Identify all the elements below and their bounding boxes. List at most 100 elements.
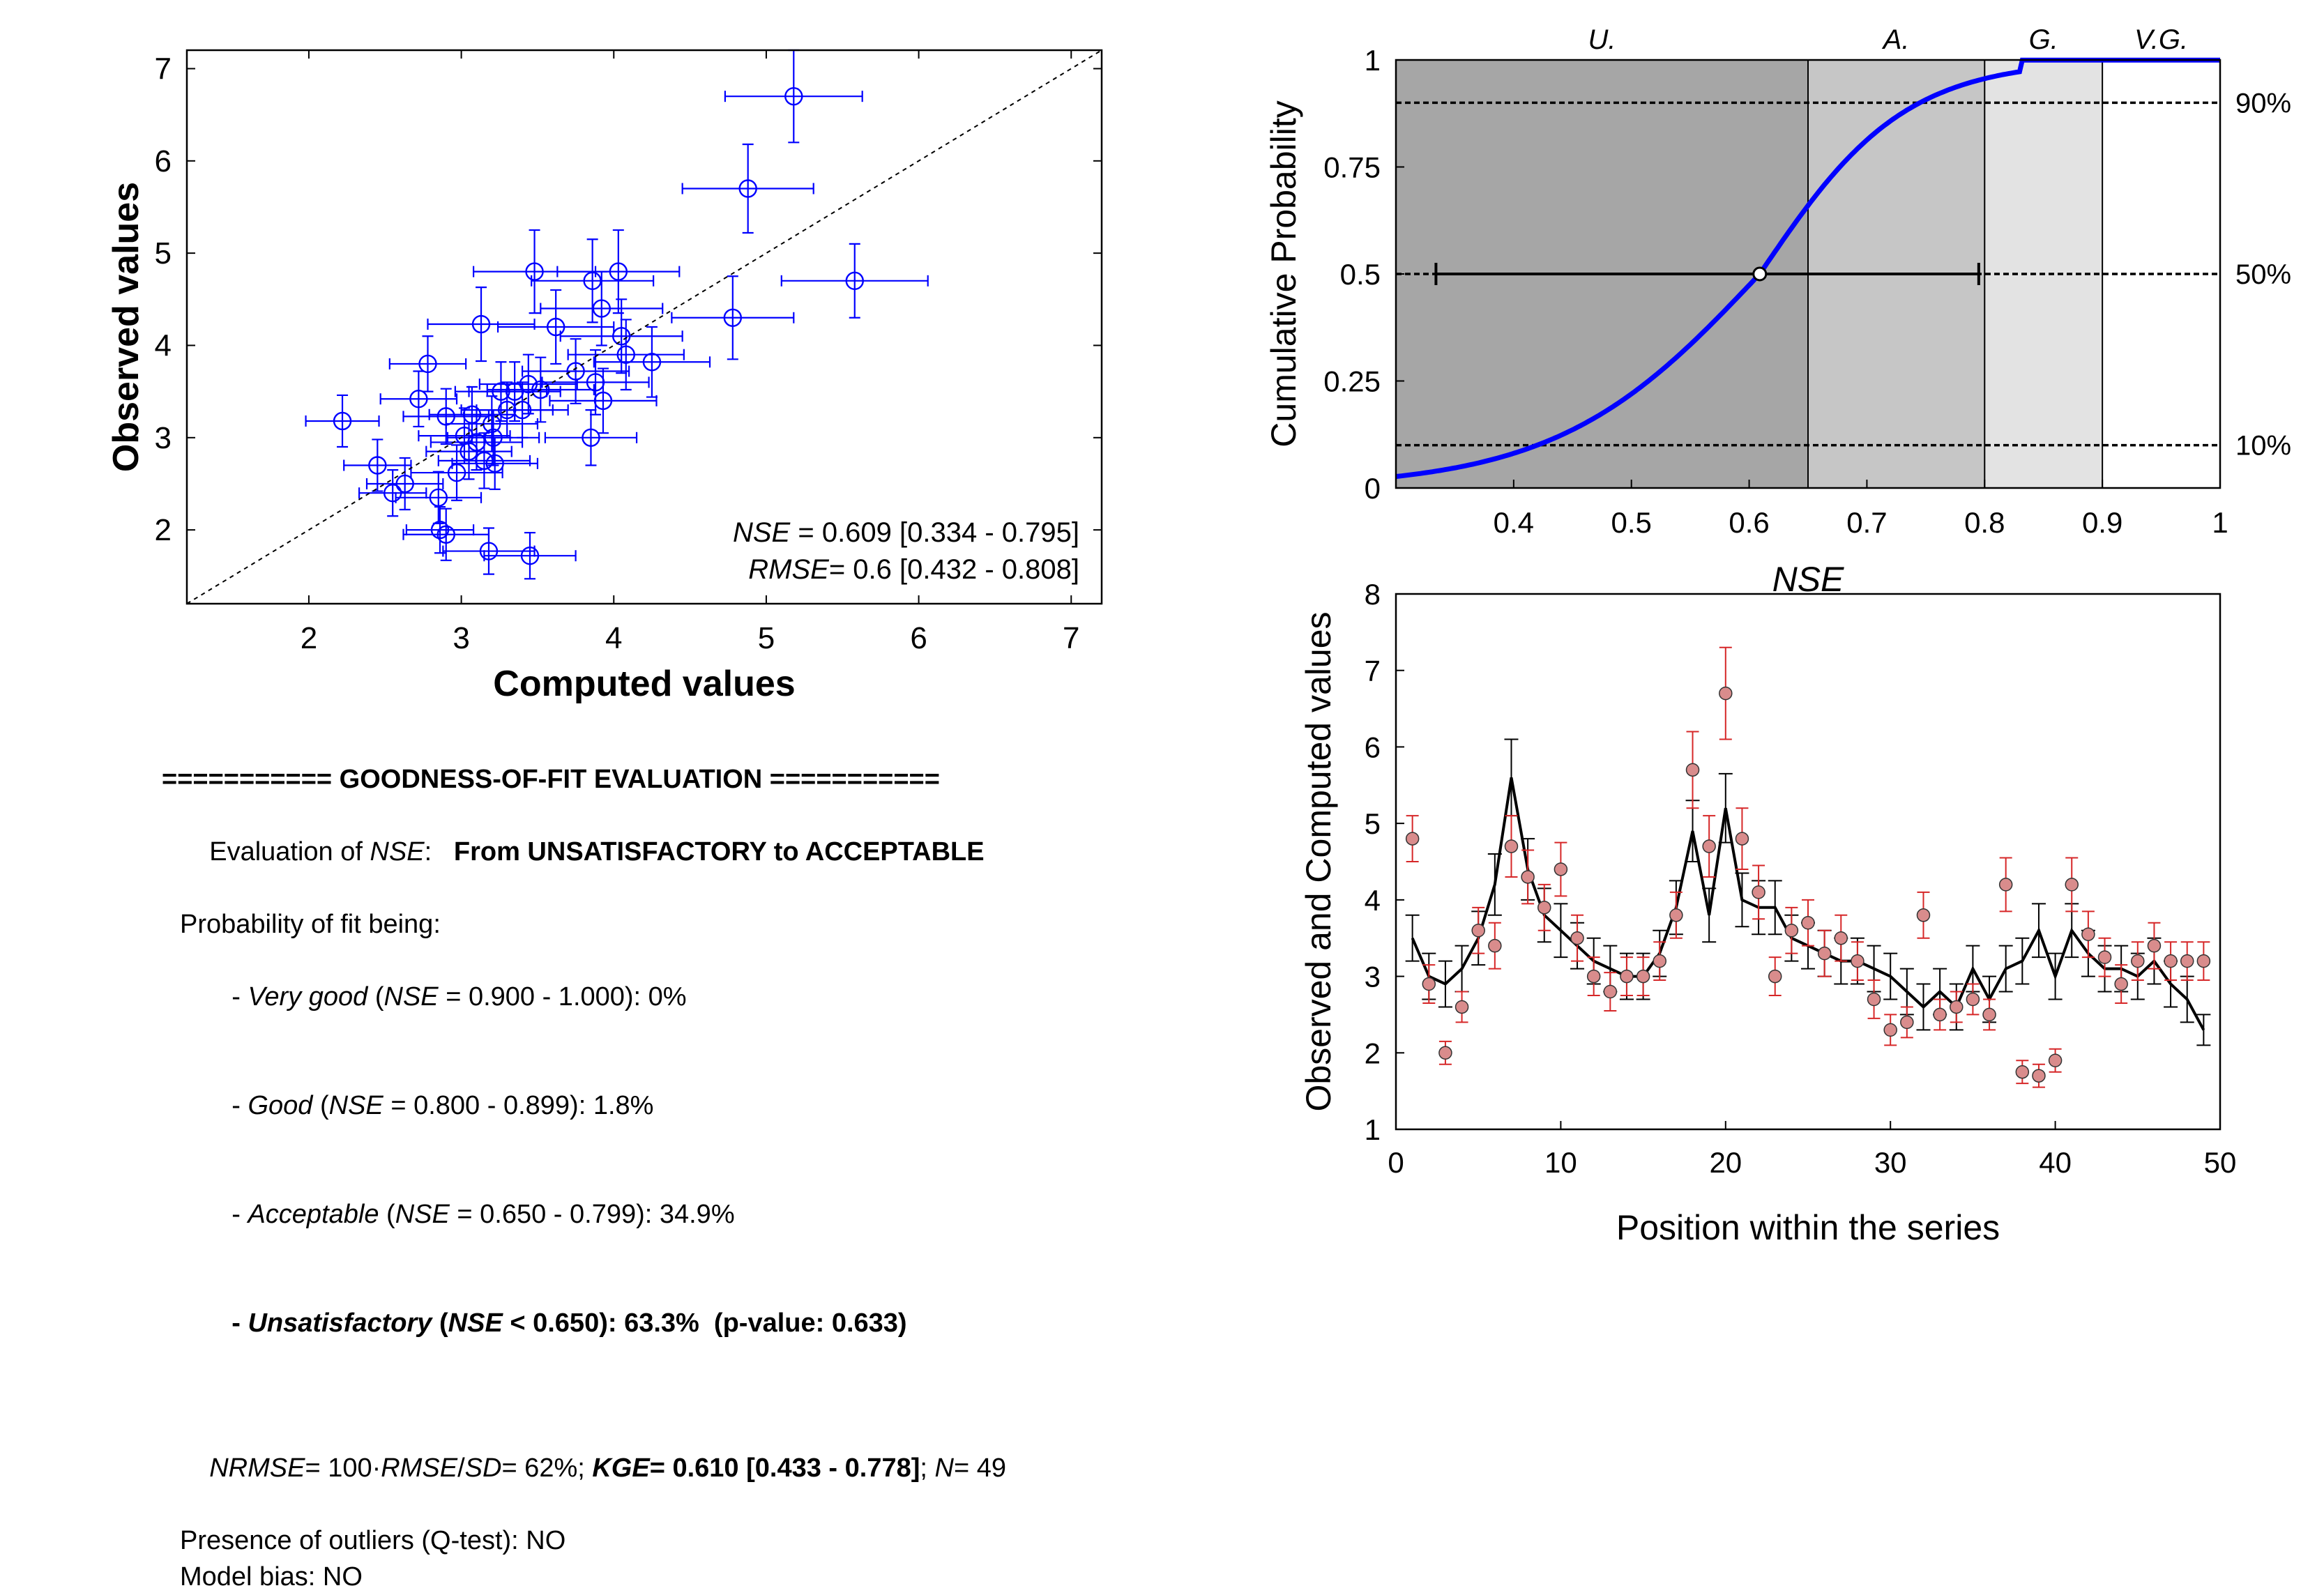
observed-point-39 <box>2032 1063 2046 1088</box>
observed-marker <box>1471 923 1485 938</box>
observed-point-36 <box>1982 998 1996 1031</box>
identity-line <box>186 49 1102 604</box>
observed-marker <box>1636 969 1650 984</box>
observed-marker <box>2180 954 2194 968</box>
observed-marker <box>2097 950 2112 964</box>
observed-point-47 <box>2164 941 2178 982</box>
scatter-marker <box>383 484 402 503</box>
scatter-x-label: Computed values <box>493 664 795 704</box>
scatter-marker <box>582 428 600 447</box>
x-tick-label: 0.5 <box>1611 506 1652 539</box>
report-acceptable: - Acceptable (NSE = 0.650 - 0.799): 34.9… <box>231 1200 735 1229</box>
observed-point-4 <box>1455 991 1469 1023</box>
observed-point-1 <box>1405 815 1420 862</box>
observed-point-15 <box>1636 956 1650 996</box>
observed-point-43 <box>2097 937 2112 977</box>
scatter-marker <box>784 86 803 106</box>
report-unsatisfactory: - Unsatisfactory (NSE < 0.650): 63.3% (p… <box>231 1308 907 1338</box>
scatter-point-30 <box>496 289 615 365</box>
scatter-point-32 <box>544 409 638 466</box>
scatter-marker <box>616 345 635 364</box>
scatter-y-label: Observed values <box>106 182 146 472</box>
report-spacer <box>162 1378 1006 1414</box>
cdf-y-label: Cumulative Probability <box>1264 100 1303 447</box>
reference-label: 90% <box>2235 88 2291 119</box>
scatter-point-5 <box>379 370 458 428</box>
report-good: - Good (NSE = 0.800 - 0.899): 1.8% <box>231 1091 654 1120</box>
observed-marker <box>1422 977 1436 991</box>
scatter-marker <box>395 474 414 494</box>
series-plot: 0 10 20 30 40 50 1 2 3 4 5 6 7 8 Position within the… <box>1299 578 2236 1247</box>
y-tick-label: 3 <box>1365 961 1381 993</box>
series-x-ticks: 0 10 20 30 40 50 <box>1388 1121 2236 1179</box>
region-label: U. <box>1588 24 1616 55</box>
observed-point-13 <box>1603 972 1618 1012</box>
observed-marker <box>1620 969 1634 984</box>
x-tick-label: 2 <box>301 621 317 655</box>
y-tick-label: 0 <box>1365 472 1381 505</box>
x-tick-label: 50 <box>2204 1146 2237 1179</box>
scatter-marker <box>642 353 662 372</box>
observed-marker <box>2131 954 2145 968</box>
scatter-marker <box>592 299 611 318</box>
y-tick-label: 4 <box>1365 884 1381 917</box>
scatter-marker <box>475 451 494 471</box>
y-tick-label: 6 <box>155 144 172 178</box>
report-header: =========== GOODNESS-OF-FIT EVALUATION =… <box>162 765 940 794</box>
observed-point-11 <box>1570 914 1584 962</box>
observed-marker <box>1455 1000 1469 1014</box>
observed-marker <box>1900 1015 1914 1030</box>
observed-points <box>1405 646 2211 1088</box>
x-tick-label: 0.7 <box>1846 506 1887 539</box>
observed-point-5 <box>1471 906 1485 954</box>
observed-marker <box>2015 1064 2030 1079</box>
report-probability-title: Probability of fit being: <box>180 910 441 939</box>
observed-marker <box>2081 927 2095 941</box>
observed-point-25 <box>1801 899 1815 947</box>
rmse-annotation: RMSE= 0.6 [0.432 - 0.808] <box>748 554 1079 585</box>
observed-point-12 <box>1586 956 1601 996</box>
scatter-point-9 <box>402 508 490 561</box>
observed-point-31 <box>1900 1006 1914 1039</box>
observed-point-7 <box>1504 815 1519 878</box>
x-tick-label: 0.4 <box>1494 506 1534 539</box>
series-y-label: Observed and Computed values <box>1299 611 1338 1111</box>
goodness-of-fit-report: =========== GOODNESS-OF-FIT EVALUATION =… <box>162 761 1006 1595</box>
y-tick-label: 0.5 <box>1340 258 1381 291</box>
observed-point-2 <box>1422 964 1436 1004</box>
report-nrmse-kge: NRMSE= 100·RMSE/SD= 62%; KGE= 0.610 [0.4… <box>209 1453 1006 1483</box>
y-tick-label: 6 <box>1365 731 1381 763</box>
observed-point-46 <box>2147 922 2162 970</box>
observed-point-16 <box>1653 941 1666 982</box>
scatter-x-ticks: 2 3 4 5 6 7 <box>301 50 1080 655</box>
scatter-marker <box>546 317 565 337</box>
cdf-plot: 0.4 0.5 0.6 0.7 0.8 0.9 1 0 0.25 0.5 0.75 1 U. A. G.… <box>1264 24 2291 599</box>
scatter-point-6 <box>388 335 467 392</box>
scatter-point-39 <box>567 319 685 391</box>
observed-marker <box>1982 1007 1996 1022</box>
observed-point-41 <box>2065 857 2079 913</box>
observed-point-14 <box>1620 956 1634 996</box>
x-tick-label: 0.9 <box>2082 506 2122 539</box>
observed-marker <box>1719 686 1733 701</box>
scatter-marker <box>519 374 538 394</box>
observed-point-49 <box>2196 941 2211 982</box>
scatter-marker <box>609 262 628 281</box>
scatter-point-40 <box>593 326 711 398</box>
observed-marker <box>2065 878 2079 892</box>
observed-point-8 <box>1521 849 1535 905</box>
scatter-marker <box>593 391 613 411</box>
observed-marker <box>2114 977 2128 991</box>
observed-point-28 <box>1851 941 1864 982</box>
scatter-point-44 <box>780 243 929 319</box>
y-tick-label: 7 <box>1365 655 1381 687</box>
scatter-marker <box>479 542 499 560</box>
observed-marker <box>1653 954 1666 968</box>
x-tick-label: 0 <box>1388 1146 1404 1179</box>
cdf-x-label: NSE <box>1772 560 1844 599</box>
computed-error-bars <box>1405 738 2211 1046</box>
x-tick-label: 0.6 <box>1729 506 1769 539</box>
scatter-point-3 <box>358 469 427 517</box>
report-very-good: - Very good (NSE = 0.900 - 1.000): 0% <box>231 982 687 1012</box>
observed-point-29 <box>1867 979 1881 1019</box>
